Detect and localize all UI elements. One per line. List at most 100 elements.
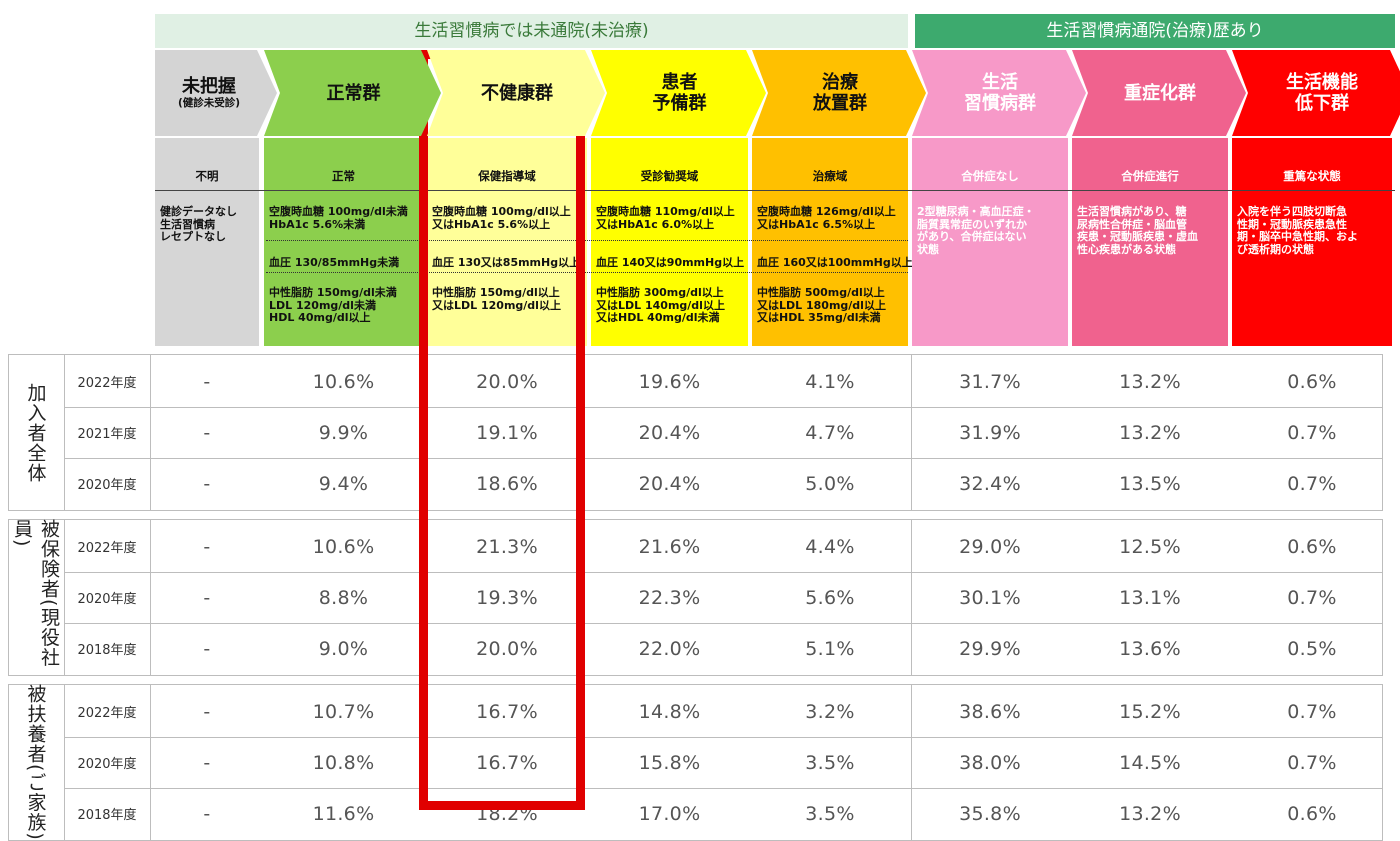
table-cell: 0.6% bbox=[1287, 370, 1337, 393]
table-cell: 17.0% bbox=[638, 802, 701, 825]
table-cell: - bbox=[203, 802, 211, 825]
table-cell: 32.4% bbox=[959, 472, 1021, 495]
table-cell: 21.3% bbox=[476, 535, 538, 558]
table-cell: 31.7% bbox=[959, 370, 1021, 393]
row-divider bbox=[64, 458, 1383, 459]
table-cell: 22.0% bbox=[638, 637, 701, 660]
table-cell: 0.6% bbox=[1287, 535, 1337, 558]
year-label: 2020年度 bbox=[77, 592, 137, 607]
year-label: 2022年度 bbox=[77, 706, 137, 721]
criteria-line: 健診データなし 生活習慣病 レセプトなし bbox=[160, 205, 237, 243]
table-cell: 3.2% bbox=[805, 700, 855, 723]
criteria-line: 空腹時血糖 100mg/dl未満 HbA1c 5.6%未満 bbox=[269, 205, 408, 231]
year-label: 2018年度 bbox=[77, 808, 137, 823]
year-divider bbox=[150, 354, 151, 511]
table-cell: 20.4% bbox=[638, 472, 701, 495]
category-name: 不健康群 bbox=[481, 82, 553, 104]
treated-divider bbox=[911, 684, 912, 841]
group-label: 被扶養者(ご家族) bbox=[24, 684, 47, 841]
category-column-1 bbox=[155, 138, 259, 346]
criteria-line: 中性脂肪 500mg/dl以上 又はLDL 180mg/dl以上 又はHDL 3… bbox=[757, 286, 886, 324]
highlight-frame-unhealthy bbox=[419, 50, 585, 810]
year-label: 2022年度 bbox=[77, 376, 137, 391]
criteria-line: 血圧 160又は100mmHg以上 bbox=[757, 256, 913, 269]
category-column-7 bbox=[1072, 138, 1228, 346]
table-cell: 5.6% bbox=[805, 586, 855, 609]
category-name: 治療 放置群 bbox=[813, 72, 867, 114]
category-chevron-3: 不健康群 bbox=[427, 50, 605, 136]
row-divider bbox=[64, 623, 1383, 624]
category-level: 重篤な状態 bbox=[1283, 169, 1341, 183]
year-label: 2020年度 bbox=[77, 757, 137, 772]
criteria-line: 空腹時血糖 100mg/dl以上 又はHbA1c 5.6%以上 bbox=[432, 205, 571, 231]
group-divider bbox=[64, 684, 65, 841]
table-cell: 29.9% bbox=[959, 637, 1021, 660]
table-cell: 22.3% bbox=[638, 586, 701, 609]
category-name: 生活機能 低下群 bbox=[1286, 72, 1358, 114]
table-cell: 9.9% bbox=[318, 421, 369, 444]
table-cell: 0.7% bbox=[1287, 751, 1337, 774]
row-divider bbox=[64, 407, 1383, 408]
category-chevron-5: 治療 放置群 bbox=[752, 50, 926, 136]
category-chevron-4: 患者 予備群 bbox=[591, 50, 766, 136]
group-label: 加入者全体 bbox=[24, 382, 47, 483]
table-cell: 35.8% bbox=[959, 802, 1021, 825]
criteria-separator bbox=[266, 272, 908, 273]
criteria-line: 空腹時血糖 110mg/dl以上 又はHbA1c 6.0%以上 bbox=[596, 205, 735, 231]
category-name: 未把握 bbox=[182, 76, 236, 97]
table-cell: 16.7% bbox=[476, 700, 538, 723]
group-label: 被保険者(現役社員) bbox=[11, 519, 60, 668]
table-cell: 14.5% bbox=[1119, 751, 1181, 774]
category-name: 生活 習慣病群 bbox=[964, 72, 1036, 114]
table-cell: 0.7% bbox=[1287, 472, 1337, 495]
table-cell: 21.6% bbox=[638, 535, 701, 558]
table-cell: 3.5% bbox=[805, 751, 855, 774]
table-cell: 5.1% bbox=[805, 637, 855, 660]
table-cell: 13.2% bbox=[1119, 370, 1181, 393]
table-cell: 31.9% bbox=[959, 421, 1021, 444]
category-name: 正常群 bbox=[326, 82, 381, 104]
category-chevron-6: 生活 習慣病群 bbox=[912, 50, 1086, 136]
table-cell: - bbox=[203, 421, 211, 444]
group-divider bbox=[64, 519, 65, 676]
table-cell: - bbox=[203, 472, 211, 495]
criteria-line: 血圧 130/85mmHg未満 bbox=[269, 256, 400, 269]
row-divider bbox=[64, 737, 1383, 738]
category-column-5 bbox=[752, 138, 908, 346]
treated-divider bbox=[911, 519, 912, 676]
category-level: 治療域 bbox=[812, 169, 848, 183]
table-cell: 38.6% bbox=[959, 700, 1021, 723]
table-cell: 4.7% bbox=[805, 421, 855, 444]
row-divider bbox=[64, 572, 1383, 573]
year-divider bbox=[150, 519, 151, 676]
category-chevron-1: 未把握 (健診未受診) bbox=[155, 50, 277, 136]
year-label: 2020年度 bbox=[77, 478, 137, 493]
group-header-untreated: 生活習慣病では未通院(未治療) bbox=[155, 14, 908, 48]
category-chevron-2: 正常群 bbox=[264, 50, 441, 136]
category-subname: (健診未受診) bbox=[177, 97, 241, 109]
group-divider bbox=[64, 354, 65, 511]
table-cell: 19.3% bbox=[476, 586, 538, 609]
table-cell: 19.1% bbox=[476, 421, 538, 444]
table-cell: 3.5% bbox=[805, 802, 855, 825]
table-cell: - bbox=[203, 586, 211, 609]
table-cell: 13.2% bbox=[1119, 421, 1181, 444]
table-cell: - bbox=[203, 535, 211, 558]
criteria-line: 中性脂肪 300mg/dl以上 又はLDL 140mg/dl以上 又はHDL 4… bbox=[596, 286, 725, 324]
table-cell: - bbox=[203, 370, 211, 393]
table-cell: - bbox=[203, 751, 211, 774]
table-cell: 10.8% bbox=[312, 751, 375, 774]
table-cell: 16.7% bbox=[476, 751, 538, 774]
table-cell: 9.4% bbox=[318, 472, 369, 495]
category-chevron-8: 生活機能 低下群 bbox=[1232, 50, 1400, 136]
category-level: 合併症なし bbox=[961, 169, 1019, 183]
table-cell: - bbox=[203, 700, 211, 723]
table-cell: 0.7% bbox=[1287, 586, 1337, 609]
table-cell: 5.0% bbox=[805, 472, 855, 495]
table-cell: 0.6% bbox=[1287, 802, 1337, 825]
level-underline bbox=[155, 190, 1395, 191]
table-group bbox=[8, 519, 1383, 676]
table-cell: 38.0% bbox=[959, 751, 1021, 774]
year-divider bbox=[150, 684, 151, 841]
table-cell: 12.5% bbox=[1119, 535, 1181, 558]
